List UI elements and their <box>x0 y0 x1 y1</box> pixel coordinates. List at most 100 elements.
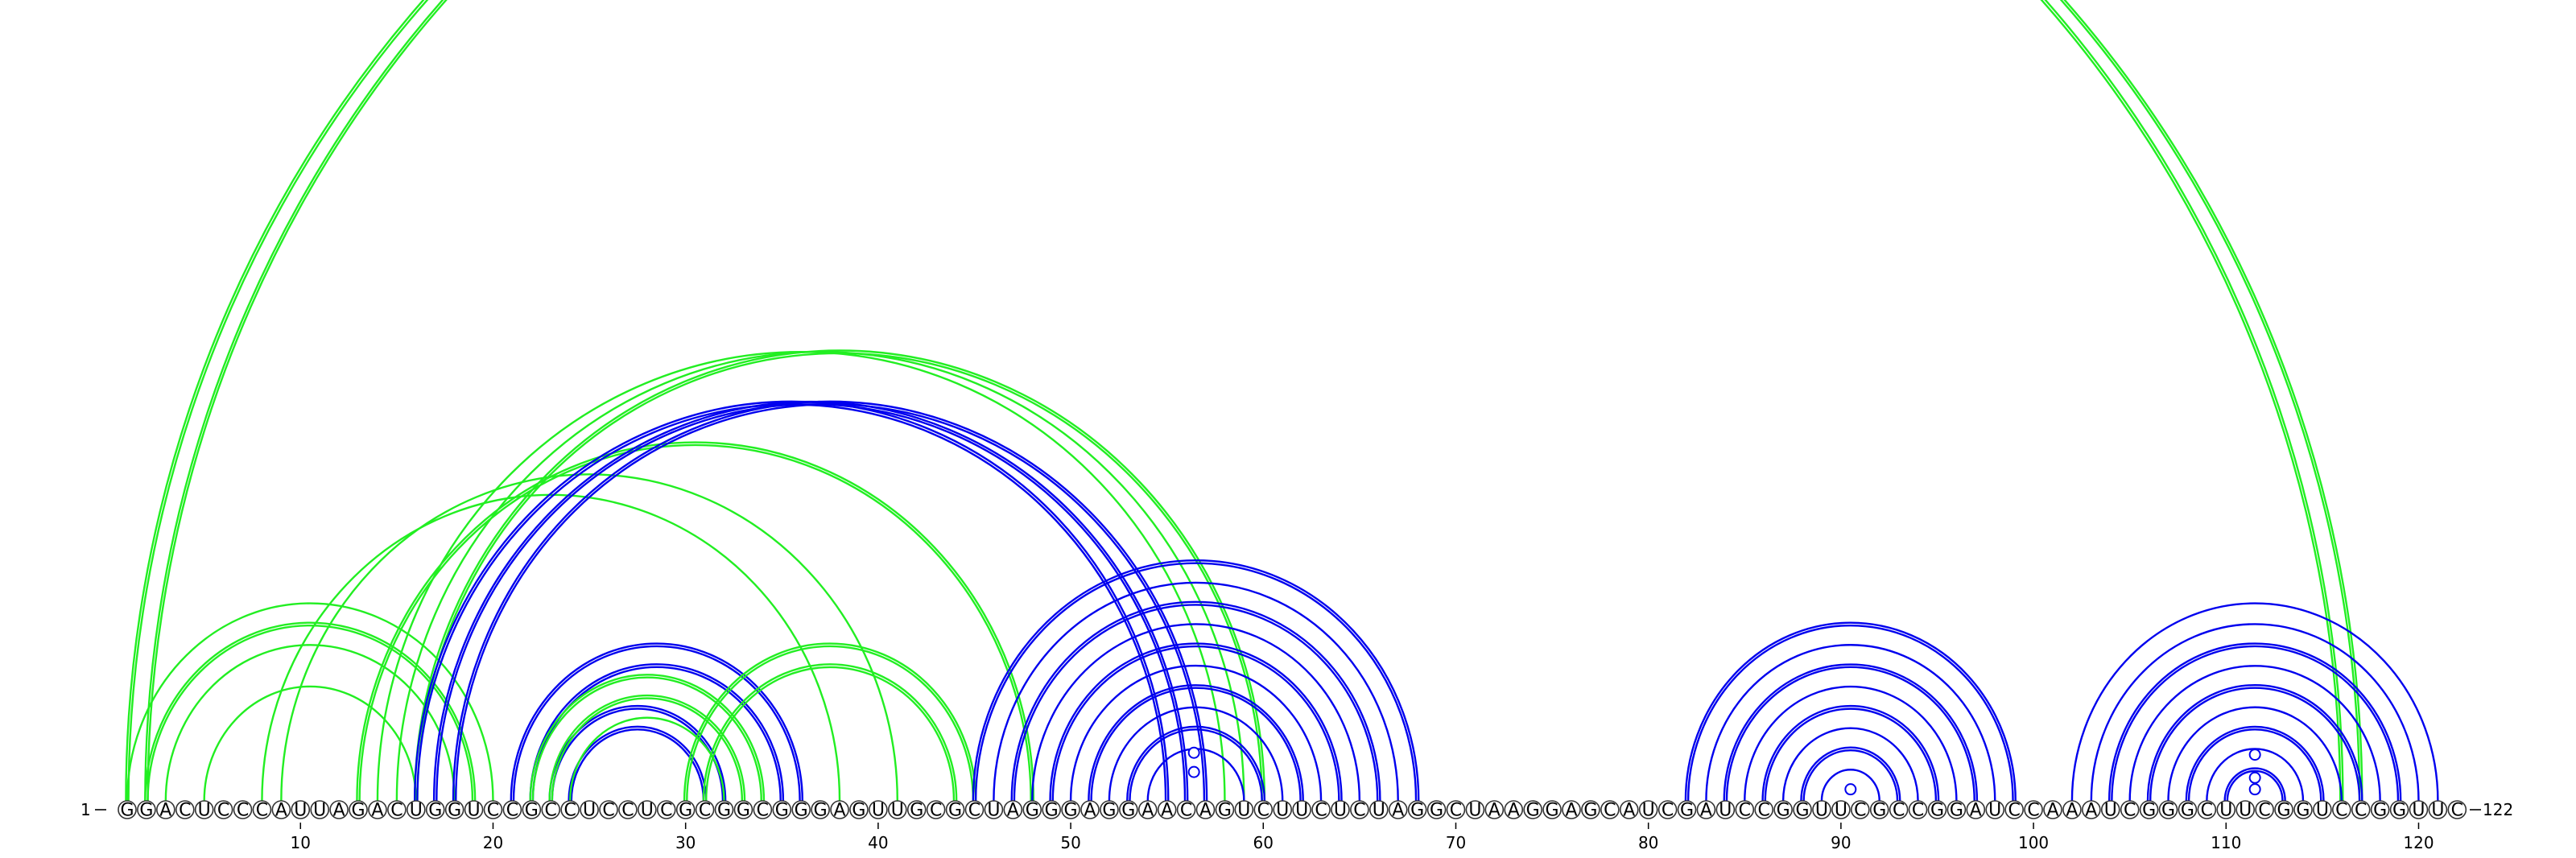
nucleotide: C <box>1889 800 1909 821</box>
nucleotide: G <box>1581 800 1600 821</box>
nucleotide-circle <box>1793 800 1812 819</box>
arc-marker <box>1187 746 1200 759</box>
nucleotide: G <box>733 800 753 821</box>
base-pair-arc <box>1088 683 1304 802</box>
nucleotide-circle <box>1215 800 1235 819</box>
nucleotide: C <box>2024 800 2043 821</box>
base-pair-arc <box>2223 767 2286 802</box>
base-pair-arc <box>1090 687 1302 802</box>
nucleotide-circle <box>444 800 464 819</box>
base-pair-arc <box>1761 704 1940 802</box>
nucleotide-circle <box>213 800 233 819</box>
nucleotide-circle <box>1657 800 1678 819</box>
base-pair-arc <box>2185 725 2325 802</box>
nucleotide-letter: U <box>891 801 904 821</box>
nucleotide-circle <box>1234 800 1254 819</box>
nucleotide-letter: G <box>717 801 731 821</box>
nucleotide-circle <box>1542 800 1562 819</box>
nucleotide-letter: C <box>2124 801 2136 821</box>
arc-marker <box>2248 749 2261 761</box>
nucleotide: C <box>2351 800 2371 821</box>
nucleotide: G <box>1869 800 1889 821</box>
nucleotide: A <box>1195 800 1216 821</box>
nucleotide-circle <box>1773 800 1793 819</box>
nucleotide-circle <box>2409 800 2429 819</box>
nucleotide: U <box>2100 800 2120 821</box>
nucleotide-letter: G <box>2161 801 2175 821</box>
nucleotide: C <box>599 800 618 821</box>
nucleotide-circle <box>2120 800 2140 819</box>
nucleotide-circle <box>849 800 869 819</box>
nucleotide-circle <box>1715 800 1736 819</box>
base-pair-arc <box>147 0 2361 802</box>
nucleotide: G <box>1793 800 1812 821</box>
nucleotide-letter: U <box>1237 801 1250 821</box>
nucleotide-circle <box>522 800 542 819</box>
base-pair-arc <box>570 728 705 802</box>
nucleotide: A <box>1484 800 1505 821</box>
nucleotide: G <box>444 800 464 821</box>
nucleotide-circle <box>1581 800 1600 819</box>
nucleotide-letter: C <box>2355 801 2367 821</box>
nucleotide: U <box>2235 800 2255 821</box>
nucleotide-circle <box>753 800 773 819</box>
nucleotide-circle <box>733 800 753 819</box>
nucleotide-letter: C <box>1180 801 1192 821</box>
nucleotide-circle <box>1022 800 1042 819</box>
nucleotide: C <box>1253 800 1274 821</box>
base-pair-arc <box>529 663 785 802</box>
nucleotide-circle <box>1927 800 1947 819</box>
base-pair-arc <box>1031 623 1361 802</box>
nucleotide-circle <box>1504 800 1524 819</box>
nucleotide-circle <box>984 800 1004 819</box>
nucleotide: C <box>387 800 407 821</box>
nucleotide: G <box>849 800 869 821</box>
nucleotide: A <box>1157 800 1177 821</box>
base-pair-arc <box>144 621 477 802</box>
nucleotide-circle <box>1061 800 1080 819</box>
nucleotide: U <box>1273 800 1292 821</box>
nucleotide-circle <box>811 800 830 819</box>
nucleotide: C <box>2004 800 2024 821</box>
base-pair-arc <box>551 697 744 802</box>
nucleotide: A <box>1388 800 1408 821</box>
base-pair-arc <box>686 645 975 802</box>
nucleotide-letter: A <box>333 801 345 821</box>
nucleotide-circle <box>2178 800 2198 819</box>
nucleotide-letter: G <box>1121 801 1135 821</box>
nucleotide-circle <box>387 800 407 819</box>
nucleotide: C <box>2332 800 2351 821</box>
nucleotide-letter: A <box>1488 801 1501 821</box>
nucleotide-circle <box>1831 800 1851 819</box>
base-pair-arc <box>1013 604 1379 802</box>
nucleotide-letter: A <box>1565 801 1577 821</box>
nucleotide: G <box>1542 800 1562 821</box>
nucleotide-circle <box>194 800 214 819</box>
nucleotide-circle <box>368 800 387 819</box>
base-pair-arc <box>529 674 766 802</box>
nucleotide-letter: C <box>179 801 191 821</box>
nucleotide-letter: U <box>1295 801 1308 821</box>
nucleotide-circle <box>1176 800 1196 819</box>
nucleotide: G <box>1042 800 1061 821</box>
nucleotide-letter: G <box>1526 801 1540 821</box>
nucleotide-circle <box>1600 800 1620 819</box>
nucleotide-circle <box>2332 800 2351 819</box>
nucleotide: G <box>1215 800 1235 821</box>
base-pair-arc <box>416 352 1263 802</box>
nucleotide-circle <box>2100 800 2120 819</box>
nucleotide: U <box>984 800 1004 821</box>
nucleotide-letter: G <box>1583 801 1597 821</box>
nucleotide: C <box>1176 800 1196 821</box>
nucleotide: U <box>1465 800 1485 821</box>
nucleotide-letter: A <box>159 801 171 821</box>
nucleotide-circle <box>541 800 561 819</box>
nucleotide-circle <box>964 800 985 819</box>
nucleotide-letter: G <box>1218 801 1232 821</box>
nucleotide-circle <box>1754 800 1773 819</box>
base-pair-arc <box>126 602 494 802</box>
base-pair-arc <box>510 642 803 802</box>
nucleotide: G <box>1426 800 1447 821</box>
nucleotide-letter: U <box>987 801 1000 821</box>
nucleotide-circle <box>1042 800 1061 819</box>
